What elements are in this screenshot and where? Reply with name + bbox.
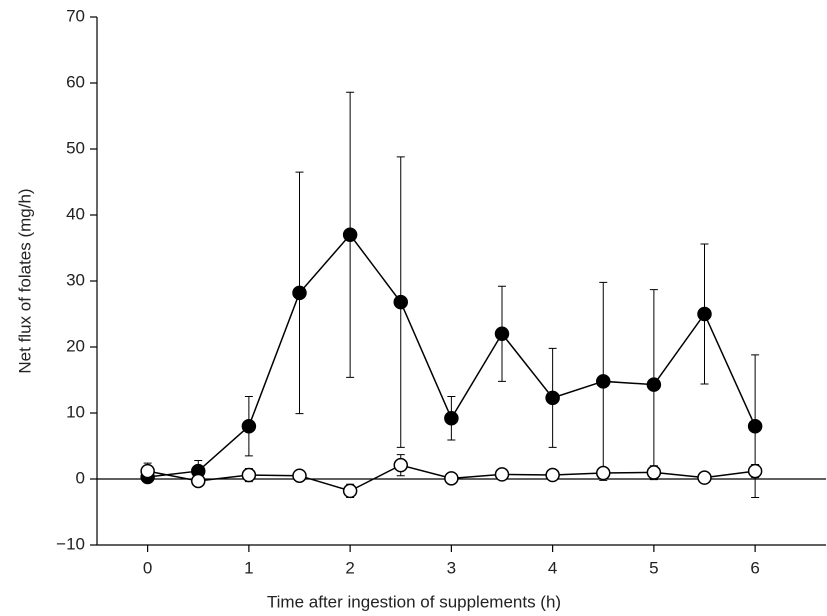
series-line	[147, 233, 756, 478]
x-tick-label: 2	[345, 558, 354, 577]
marker	[494, 326, 510, 342]
marker	[393, 294, 408, 310]
y-tick-label: −10	[56, 534, 85, 553]
marker	[191, 473, 206, 489]
x-tick-label: 1	[244, 558, 253, 577]
x-axis-label: Time after ingestion of supplements (h)	[267, 592, 561, 611]
marker	[494, 467, 510, 482]
marker	[292, 285, 307, 301]
y-tick-label: 10	[66, 402, 85, 421]
marker	[697, 470, 712, 485]
marker	[444, 411, 459, 426]
marker	[444, 471, 459, 486]
y-tick-label: 40	[66, 204, 85, 223]
marker	[140, 463, 155, 479]
marker	[747, 418, 763, 434]
marker	[596, 465, 611, 481]
y-tick-label: 30	[66, 270, 85, 289]
marker	[646, 465, 662, 480]
y-tick-label: 50	[66, 138, 85, 157]
marker	[646, 377, 662, 392]
y-tick-label: 60	[66, 72, 85, 91]
y-axis-label: Net flux of folates (mg/h)	[15, 188, 34, 373]
x-tick-label: 6	[750, 558, 759, 577]
marker	[241, 467, 257, 483]
x-tick-label: 0	[143, 558, 152, 577]
marker	[393, 457, 408, 473]
marker	[545, 467, 560, 483]
y-tick-label: 0	[76, 468, 85, 487]
marker	[596, 374, 611, 389]
marker	[545, 390, 560, 406]
marker	[342, 227, 358, 243]
y-tick-label: 70	[66, 6, 85, 25]
x-tick-label: 4	[548, 558, 557, 577]
marker	[241, 418, 257, 434]
marker	[747, 463, 763, 479]
y-tick-label: 20	[66, 336, 85, 355]
x-tick-label: 5	[649, 558, 658, 577]
marker	[697, 306, 712, 322]
x-tick-label: 3	[447, 558, 456, 577]
marker	[292, 468, 307, 483]
marker	[342, 483, 358, 499]
